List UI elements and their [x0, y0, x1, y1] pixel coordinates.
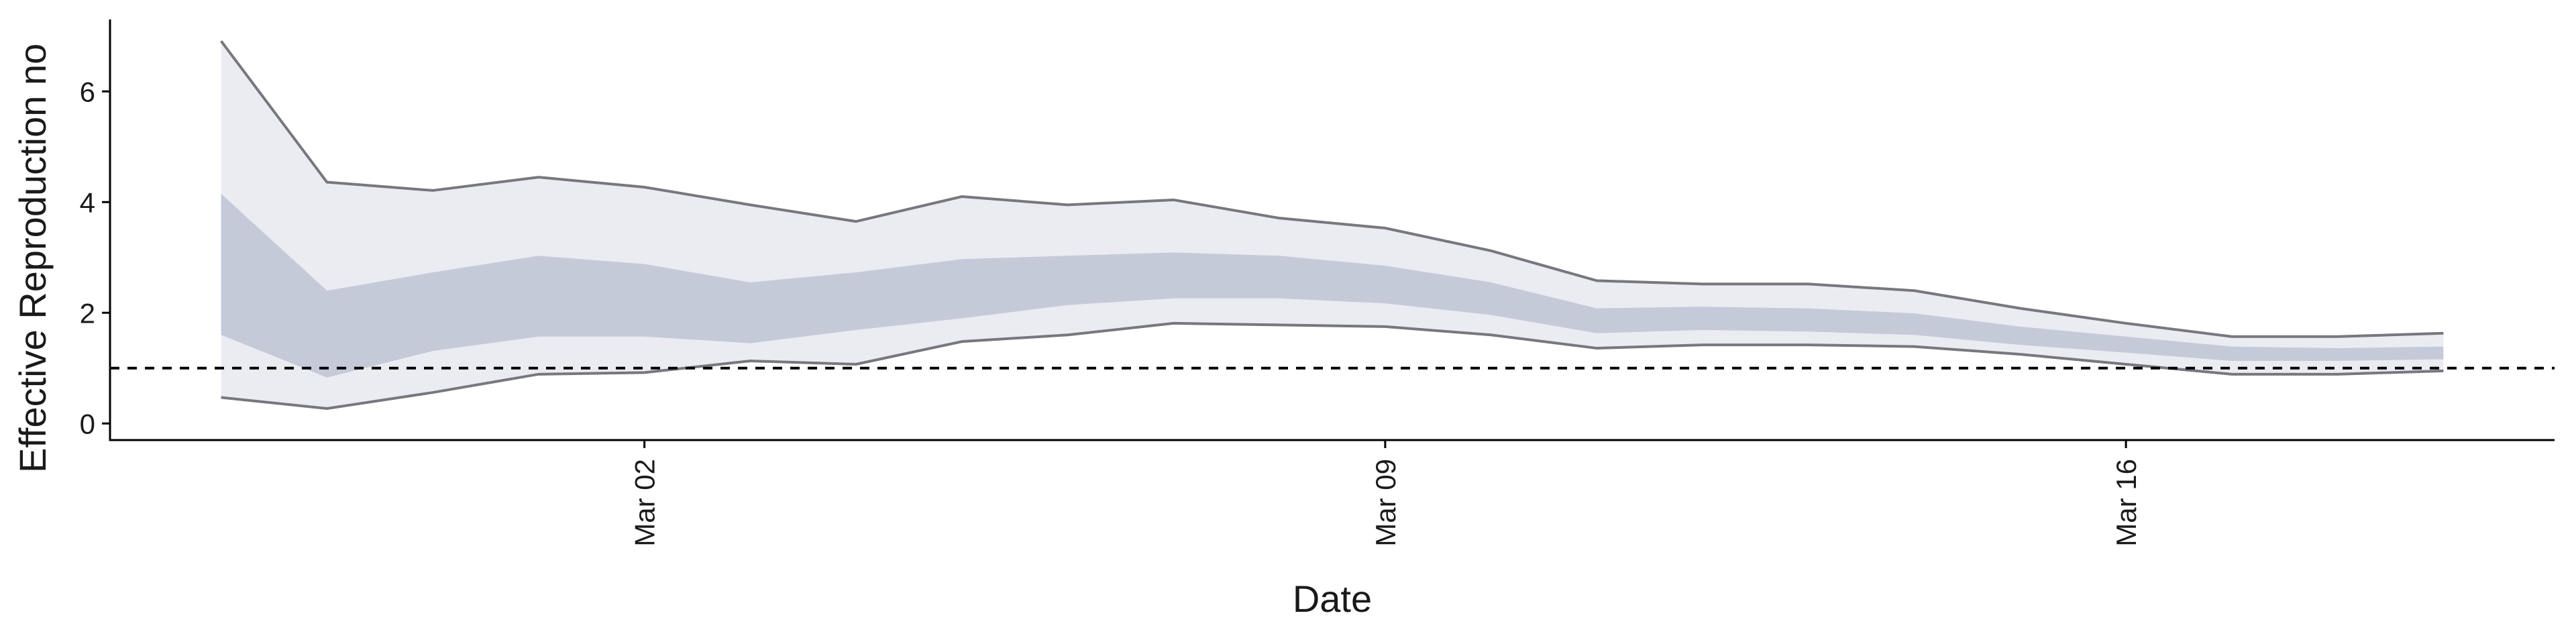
band-edge-line	[220, 40, 2444, 338]
y-axis-title: Effective Reproduction no	[11, 44, 54, 473]
x-tick-label: Mar 16	[2110, 459, 2142, 547]
y-tick-label: 6	[80, 76, 95, 107]
x-tick-label: Mar 02	[629, 459, 661, 547]
band-area	[221, 193, 2444, 378]
y-tick-label: 4	[80, 186, 95, 218]
y-tick-label: 0	[80, 408, 95, 439]
y-tick-label: 2	[80, 297, 95, 329]
band-edge-line	[221, 321, 2444, 410]
band-area	[221, 41, 2444, 409]
x-tick-label: Mar 09	[1370, 459, 1401, 547]
x-axis-title: Date	[1293, 578, 1372, 620]
